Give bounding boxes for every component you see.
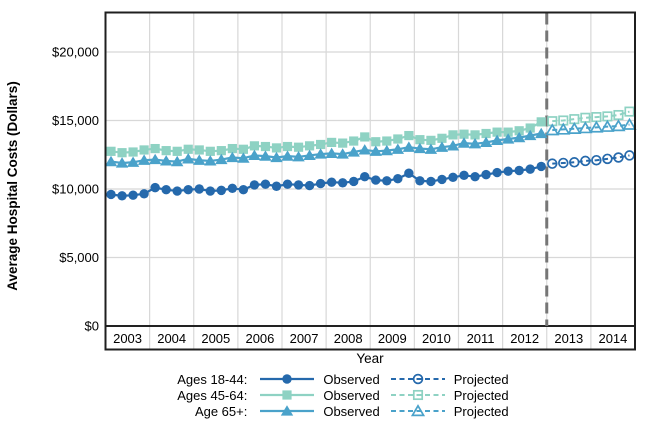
x-tick-label: 2004 xyxy=(157,331,186,346)
y-tick-label: $15,000 xyxy=(52,113,99,128)
legend-projected-label: Projected xyxy=(453,387,509,403)
x-tick-label: 2010 xyxy=(422,331,451,346)
legend-observed-label: Observed xyxy=(323,403,380,419)
x-tick-label: 2007 xyxy=(290,331,319,346)
observed-line-sample-square-icon xyxy=(260,390,315,400)
projected-line-sample-square-icon xyxy=(390,389,445,401)
projected-line-sample-triangle-icon xyxy=(390,404,445,417)
legend-series-label: Age 65+: xyxy=(194,403,248,419)
x-axis-tick-labels: 2003 2004 2005 2006 2007 2008 2009 2010 2011 2012… xyxy=(113,331,627,346)
x-tick-label: 2012 xyxy=(510,331,539,346)
legend-series-label: Ages 45-64: xyxy=(177,387,248,403)
x-tick-label: 2011 xyxy=(467,331,495,346)
y-tick-label: $0 xyxy=(85,319,99,334)
series-age-65- xyxy=(104,117,637,168)
projected-line-sample-circle-icon xyxy=(390,373,445,385)
chart-legend: Ages 18-44: Observed Projected Ages 45-64: O… xyxy=(0,371,648,419)
y-tick-label: $20,000 xyxy=(52,45,99,60)
plot-frame xyxy=(104,11,636,351)
legend-row-ages-18-44: Ages 18-44: Observed Projected xyxy=(139,371,508,387)
observed-line-sample-circle-icon xyxy=(260,374,315,384)
x-tick-label: 2013 xyxy=(554,331,583,346)
legend-observed-label: Observed xyxy=(323,387,380,403)
x-tick-label: 2014 xyxy=(598,331,627,346)
x-axis-title: Year xyxy=(356,351,384,366)
series-ages-18-44 xyxy=(106,150,635,201)
x-tick-label: 2003 xyxy=(113,331,142,346)
legend-observed-label: Observed xyxy=(323,371,380,387)
data-series xyxy=(104,106,637,201)
legend-projected-label: Projected xyxy=(453,403,509,419)
legend-projected-label: Projected xyxy=(453,371,509,387)
series-ages-45-64 xyxy=(106,106,635,158)
x-tick-label: 2005 xyxy=(201,331,230,346)
y-axis-title: Average Hospital Costs (Dollars) xyxy=(5,81,20,291)
legend-row-age-65-: Age 65+: Observed Projected xyxy=(139,403,509,419)
legend-series-label: Ages 18-44: xyxy=(177,371,248,387)
x-tick-label: 2006 xyxy=(245,331,274,346)
x-tick-label: 2009 xyxy=(378,331,407,346)
x-tick-label: 2008 xyxy=(334,331,363,346)
y-tick-label: $5,000 xyxy=(59,250,99,265)
y-axis-tick-labels: $0 $5,000 $10,000 $15,000 $20,000 xyxy=(52,45,99,334)
gridlines xyxy=(105,12,635,350)
observed-line-sample-triangle-icon xyxy=(260,405,315,416)
y-tick-label: $10,000 xyxy=(52,182,99,197)
legend-row-ages-45-64: Ages 45-64: Observed Projected xyxy=(139,387,508,403)
